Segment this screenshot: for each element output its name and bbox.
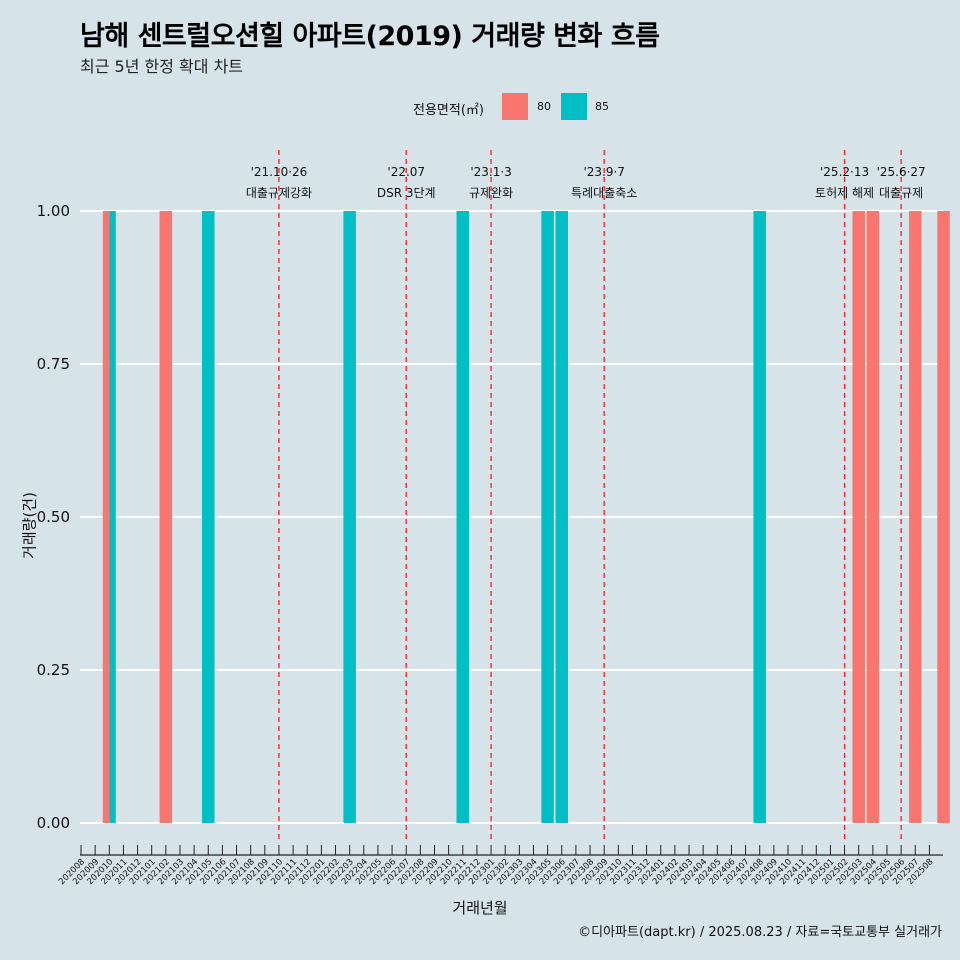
bar-85-202203 bbox=[343, 211, 356, 823]
y-tick-label: 1.00 bbox=[37, 202, 70, 220]
event-date-label: '23.1·3 bbox=[470, 165, 511, 179]
event-date-label: '25.6·27 bbox=[877, 165, 926, 179]
event-name-label: 대출규제 bbox=[879, 186, 923, 200]
y-tick-label: 0.25 bbox=[37, 661, 70, 679]
bar-80-202509 bbox=[937, 211, 950, 823]
legend-title: 전용면적(㎡) bbox=[413, 103, 484, 118]
legend-key-85 bbox=[561, 93, 587, 120]
bar-85-202408 bbox=[753, 211, 766, 823]
bar-85-202211 bbox=[456, 211, 470, 823]
legend: 전용면적(㎡) 80 85 bbox=[0, 93, 960, 121]
caption: ©디아파트(dapt.kr) / 2025.08.23 / 자료=국토교통부 실… bbox=[578, 925, 942, 940]
chart-subtitle: 최근 5년 한정 확대 차트 bbox=[80, 57, 244, 76]
event-name-label: DSR 3단계 bbox=[377, 186, 436, 200]
bar-80-202102 bbox=[159, 211, 173, 823]
y-tick-label: 0.75 bbox=[37, 355, 70, 373]
bar-80-202507 bbox=[909, 211, 922, 823]
event-date-label: '22.07 bbox=[387, 165, 425, 179]
bar-85-202305 bbox=[541, 211, 554, 823]
event-date-label: '25.2·13 bbox=[820, 165, 869, 179]
bar-80-202010 bbox=[102, 211, 110, 823]
event-name-label: 대출규제강화 bbox=[246, 186, 312, 200]
bar-85-202105 bbox=[202, 211, 215, 823]
chart-title: 남해 센트럴오션힐 아파트(2019) 거래량 변화 흐름 bbox=[80, 21, 660, 52]
bar-80-202503 bbox=[852, 211, 865, 823]
event-name-label: 토허제 해제 bbox=[815, 186, 874, 200]
event-name-label: 규제완화 bbox=[469, 186, 513, 200]
bar-85-202010 bbox=[109, 211, 116, 823]
legend-key-80 bbox=[502, 93, 528, 120]
legend-label-80: 80 bbox=[537, 100, 551, 113]
y-tick-label: 0.50 bbox=[37, 508, 70, 526]
event-name-label: 특례대출축소 bbox=[571, 186, 637, 200]
legend-label-85: 85 bbox=[595, 100, 609, 113]
event-date-label: '23.9·7 bbox=[583, 165, 624, 179]
bar-80-202504 bbox=[866, 211, 880, 823]
x-axis-label: 거래년월 bbox=[452, 899, 508, 917]
y-tick-label: 0.00 bbox=[37, 814, 70, 832]
bar-85-202306 bbox=[555, 211, 569, 823]
event-date-label: '21.10·26 bbox=[251, 165, 308, 179]
y-axis-label: 거래량(건) bbox=[20, 492, 39, 559]
